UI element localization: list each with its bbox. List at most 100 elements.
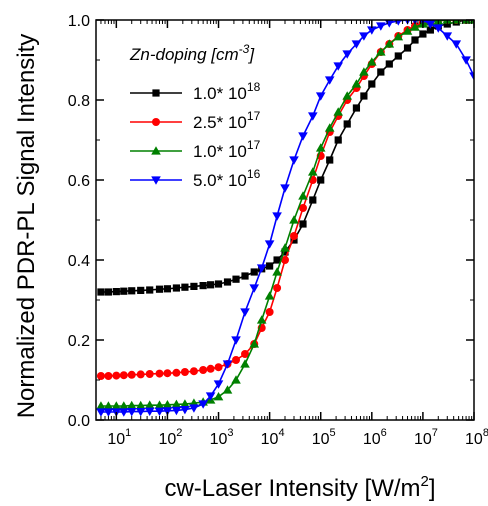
data-point xyxy=(249,284,260,293)
data-point xyxy=(333,62,344,71)
data-point xyxy=(135,408,146,417)
data-point xyxy=(403,44,412,52)
data-point xyxy=(103,408,114,417)
data-point xyxy=(120,287,128,295)
data-point xyxy=(442,32,453,41)
data-point xyxy=(181,283,189,291)
data-point xyxy=(162,407,173,416)
data-point xyxy=(104,288,113,296)
data-point xyxy=(410,22,420,31)
x-tick-label: 103 xyxy=(210,427,234,448)
data-point xyxy=(315,143,326,152)
data-point xyxy=(96,372,105,380)
data-point xyxy=(162,400,173,409)
data-point xyxy=(411,36,419,44)
x-tick-label: 104 xyxy=(261,427,285,448)
data-point xyxy=(342,50,353,59)
data-point xyxy=(214,280,223,288)
x-tick-label-exp: 3 xyxy=(227,427,233,439)
data-point xyxy=(214,363,223,372)
data-point xyxy=(352,104,361,112)
data-point xyxy=(171,399,182,408)
x-tick-label-base: 10 xyxy=(158,431,176,448)
data-point xyxy=(145,370,154,378)
data-point xyxy=(281,248,289,256)
y-tick-label: 0.4 xyxy=(68,253,90,270)
data-point xyxy=(128,287,136,295)
data-point xyxy=(395,20,402,26)
data-point xyxy=(241,350,250,358)
data-point xyxy=(126,400,137,410)
x-tick-label: 105 xyxy=(312,427,336,448)
data-point xyxy=(289,232,298,240)
x-tick-label-base: 10 xyxy=(261,431,279,448)
data-point xyxy=(104,372,113,380)
data-point xyxy=(198,400,208,409)
legend-swatch-marker xyxy=(151,176,161,185)
legend-swatch-marker xyxy=(152,89,160,97)
x-tick-label-exp: 2 xyxy=(176,427,182,439)
data-point xyxy=(360,92,368,100)
data-point xyxy=(180,399,190,408)
data-point xyxy=(326,156,334,164)
data-point xyxy=(376,22,386,31)
x-tick-label-base: 10 xyxy=(312,431,330,448)
data-point xyxy=(333,107,344,116)
data-point xyxy=(351,79,362,88)
x-tick-label: 106 xyxy=(363,427,387,448)
data-point xyxy=(273,256,281,264)
data-point xyxy=(256,264,267,273)
data-point xyxy=(213,392,224,401)
legend-label: 5.0* 1016 xyxy=(193,167,261,190)
x-tick-label-exp: 1 xyxy=(125,427,131,439)
data-point xyxy=(241,272,249,280)
data-point xyxy=(240,359,250,368)
data-point xyxy=(180,406,190,415)
data-point xyxy=(154,400,165,409)
data-point xyxy=(289,156,299,165)
data-point xyxy=(298,132,308,141)
data-point xyxy=(272,212,282,221)
data-point xyxy=(377,68,385,76)
data-point xyxy=(451,40,462,49)
y-tick-label: 0.0 xyxy=(68,413,90,430)
data-point xyxy=(425,20,436,29)
data-point xyxy=(180,368,189,376)
data-point xyxy=(402,26,413,35)
data-point xyxy=(324,76,335,85)
legend-label-base: 5.0* 10 xyxy=(193,171,247,190)
data-point xyxy=(172,368,181,377)
data-point xyxy=(127,370,136,379)
data-point xyxy=(315,92,326,101)
data-point xyxy=(433,24,444,33)
data-point xyxy=(231,375,241,384)
legend-title-sup: -3 xyxy=(239,42,250,56)
data-point xyxy=(119,371,128,380)
data-point xyxy=(367,57,377,66)
y-tick-label: 1.0 xyxy=(68,13,90,30)
y-tick-label: 0.6 xyxy=(68,173,90,190)
data-point xyxy=(112,288,120,296)
x-tick-label-exp: 4 xyxy=(278,427,284,439)
data-point xyxy=(359,67,369,76)
data-point xyxy=(376,47,386,56)
data-point xyxy=(163,369,172,378)
data-point xyxy=(250,268,258,276)
x-tick-label-exp: 8 xyxy=(483,427,488,439)
x-axis-title: cw-Laser Intensity [W/m2] xyxy=(164,473,435,502)
data-point xyxy=(281,256,289,264)
data-point xyxy=(136,370,145,379)
data-point xyxy=(154,407,165,416)
data-point xyxy=(155,369,164,378)
y-tick-label: 0.2 xyxy=(68,333,90,350)
legend-label-exp: 16 xyxy=(247,167,261,181)
data-point xyxy=(163,285,172,293)
data-point xyxy=(265,308,274,316)
data-point xyxy=(324,123,335,132)
data-point xyxy=(272,267,282,276)
data-point xyxy=(222,385,233,394)
legend-item: 2.5* 1017 xyxy=(130,109,261,132)
